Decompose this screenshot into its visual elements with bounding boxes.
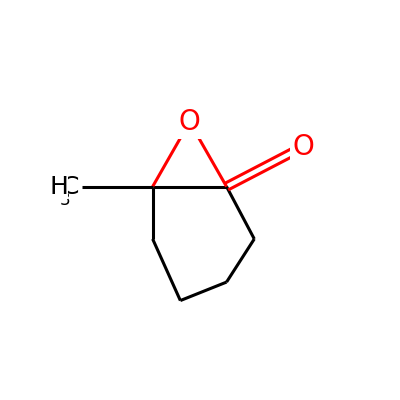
- Text: 3: 3: [60, 192, 71, 210]
- Text: O: O: [179, 108, 200, 136]
- Text: O: O: [293, 132, 314, 160]
- Text: H: H: [50, 174, 68, 198]
- Text: C: C: [61, 174, 79, 198]
